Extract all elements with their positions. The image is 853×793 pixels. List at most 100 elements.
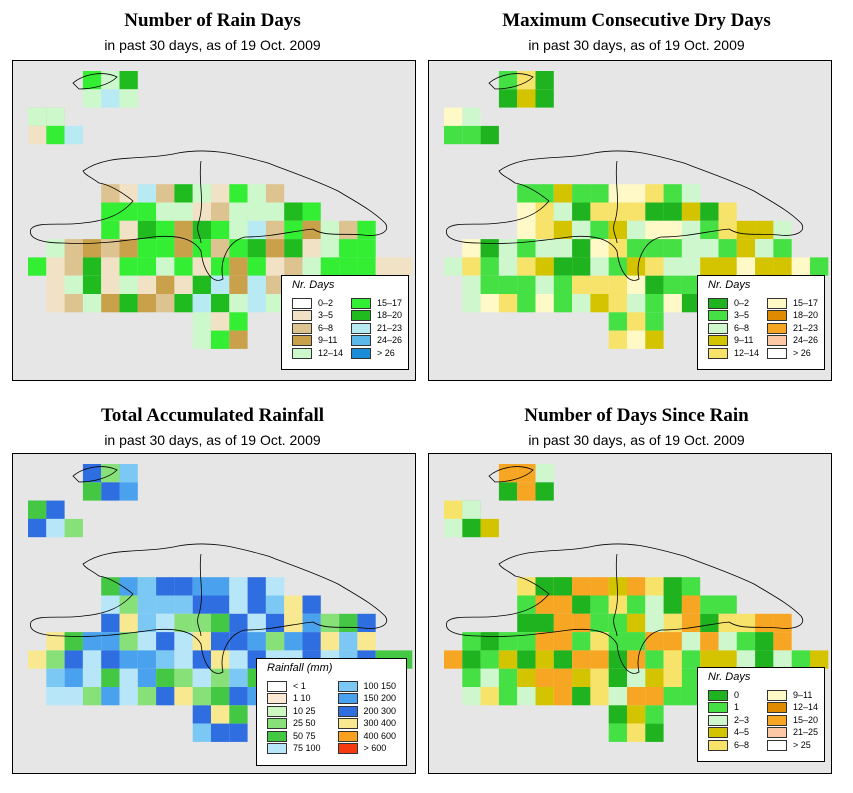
grid-cell — [755, 257, 774, 276]
grid-cell — [663, 202, 682, 221]
grid-cell — [211, 650, 230, 669]
grid-cell — [229, 330, 248, 349]
grid-cell — [101, 239, 120, 258]
legend-swatch — [767, 714, 787, 726]
legend-label: 10 25 — [293, 705, 316, 716]
grid-cell — [46, 257, 65, 276]
grid-cell — [357, 220, 376, 240]
island-outline — [72, 466, 118, 483]
legend-swatch — [337, 730, 358, 742]
grid-cell — [101, 632, 120, 651]
grid-cell — [480, 518, 499, 538]
grid-cell — [284, 239, 303, 258]
legend-label: 24–26 — [793, 335, 819, 346]
grid-cell — [46, 687, 65, 706]
grid-cell — [627, 330, 646, 349]
grid-cell — [718, 220, 737, 240]
grid-cell — [736, 257, 756, 276]
grid-cell — [229, 312, 248, 331]
grid-cell — [572, 577, 591, 596]
coastline — [30, 150, 388, 281]
grid-cell — [119, 220, 138, 240]
legend-label: 0–2 — [734, 298, 750, 308]
legend-swatch — [267, 743, 287, 754]
legend-label: 12–14 — [318, 347, 344, 358]
legend-swatch — [708, 322, 728, 334]
grid-cell — [265, 257, 285, 276]
grid-cell — [211, 330, 230, 349]
grid-cell — [119, 89, 138, 108]
grid-cell — [192, 650, 211, 669]
grid-cell — [28, 125, 47, 145]
grid-cell — [517, 668, 536, 687]
grid-cell — [156, 239, 175, 258]
grid-cell — [174, 294, 193, 313]
grid-cell — [265, 275, 285, 294]
grid-cell — [211, 202, 230, 221]
grid-cell — [46, 239, 65, 258]
grid-cell — [645, 220, 664, 240]
grid-cell — [462, 650, 481, 669]
grid-cell — [517, 650, 536, 669]
grid-cell — [174, 202, 193, 221]
grid-cell — [156, 294, 175, 313]
legend-label: 6–8 — [318, 322, 334, 333]
grid-cell — [553, 668, 573, 687]
grid-cell — [645, 330, 664, 349]
grid-cell — [663, 668, 682, 687]
grid-cell — [590, 202, 609, 221]
grid-cell — [64, 518, 83, 538]
grid-cell — [517, 220, 536, 240]
grid-cell — [119, 595, 138, 614]
grid-cell — [101, 668, 120, 687]
legend-label: 12–14 — [734, 347, 760, 358]
grid-cell — [773, 650, 792, 669]
grid-cell — [119, 464, 138, 483]
grid-cell — [119, 257, 138, 276]
legend-label: > 26 — [793, 347, 811, 358]
grid-cell — [302, 595, 321, 614]
grid-cell — [627, 312, 646, 331]
grid-cell — [174, 239, 193, 258]
grid-cell — [211, 220, 230, 240]
panel-title: Total Accumulated Rainfall — [100, 405, 325, 426]
grid-cell — [681, 650, 701, 669]
grid-cell — [284, 257, 303, 276]
grid-cell — [553, 220, 573, 240]
grid-cell — [627, 239, 646, 258]
grid-cell — [553, 632, 573, 651]
grid-cell — [480, 650, 499, 669]
grid-cell — [174, 687, 193, 706]
grid-cell — [101, 220, 120, 240]
grid-cell — [211, 312, 230, 331]
grid-cell — [192, 687, 211, 706]
legend-title: Nr. Days — [292, 279, 335, 291]
map-legend: Nr. Days 0–2 3–5 6–8 9–11 12–14 15–17 18–20 21–… — [697, 275, 825, 370]
grid-cell — [535, 632, 554, 651]
grid-cell — [156, 632, 175, 651]
grid-cell — [192, 577, 211, 596]
grid-cell — [535, 239, 554, 258]
country-border — [197, 160, 202, 244]
grid-cell — [572, 632, 591, 651]
legend-title: Nr. Days — [708, 671, 751, 683]
grid-cell — [535, 577, 554, 596]
grid-cell — [137, 184, 157, 203]
grid-cell — [156, 577, 175, 596]
grid-cell — [590, 257, 609, 276]
grid-cell — [645, 613, 664, 633]
grid-cell — [284, 613, 303, 633]
grid-cell — [627, 220, 646, 240]
grid-cell — [444, 125, 463, 145]
grid-cell — [229, 705, 248, 724]
grid-cell — [535, 257, 554, 276]
country-border — [197, 553, 202, 637]
grid-cell — [462, 257, 481, 276]
grid-cell — [64, 632, 83, 651]
grid-cell — [156, 650, 175, 669]
panel-subtitle: in past 30 days, as of 19 Oct. 2009 — [104, 37, 321, 53]
grid-cell — [810, 257, 829, 276]
grid-cell — [663, 632, 682, 651]
grid-cell — [663, 613, 682, 633]
grid-cell — [718, 257, 737, 276]
